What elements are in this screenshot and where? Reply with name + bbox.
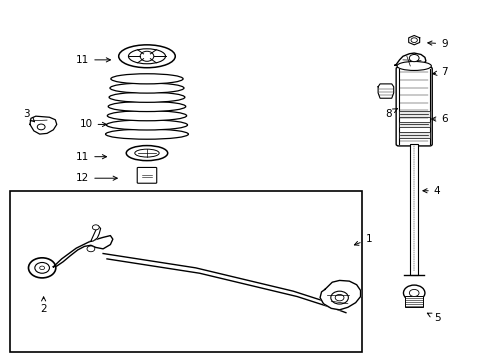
Polygon shape (90, 226, 101, 242)
Bar (398, 132, 429, 138)
Ellipse shape (107, 111, 186, 121)
FancyBboxPatch shape (395, 67, 431, 146)
Circle shape (87, 246, 95, 252)
Bar (10, 191, 361, 352)
Text: 9: 9 (427, 39, 447, 49)
Polygon shape (320, 280, 360, 310)
Ellipse shape (105, 129, 188, 139)
Ellipse shape (396, 62, 430, 71)
Circle shape (410, 38, 416, 42)
Ellipse shape (108, 102, 185, 112)
Ellipse shape (135, 149, 159, 157)
Text: 3: 3 (22, 109, 35, 122)
Ellipse shape (119, 45, 175, 68)
Circle shape (334, 294, 343, 301)
Ellipse shape (110, 83, 183, 93)
Text: 7: 7 (432, 67, 447, 77)
Ellipse shape (111, 74, 183, 84)
Polygon shape (377, 84, 393, 98)
Text: 11: 11 (76, 55, 110, 65)
Text: 10: 10 (80, 120, 106, 129)
Text: 8: 8 (384, 109, 396, 119)
Polygon shape (30, 116, 57, 134)
Circle shape (330, 291, 347, 304)
Polygon shape (53, 235, 113, 267)
Circle shape (92, 225, 99, 230)
Bar (405, 296, 422, 307)
Ellipse shape (109, 92, 184, 102)
Circle shape (408, 54, 418, 62)
Circle shape (408, 289, 418, 297)
Circle shape (140, 51, 154, 61)
Circle shape (28, 258, 56, 278)
Circle shape (35, 262, 49, 273)
Ellipse shape (126, 145, 167, 161)
FancyBboxPatch shape (137, 167, 157, 183)
Text: 12: 12 (76, 173, 117, 183)
Text: 6: 6 (431, 114, 447, 124)
Bar (409, 144, 417, 275)
Ellipse shape (106, 120, 187, 130)
Bar (398, 111, 429, 117)
Bar (398, 122, 429, 127)
Text: 4: 4 (422, 186, 440, 196)
Text: 5: 5 (427, 313, 440, 323)
Circle shape (40, 266, 44, 270)
Circle shape (37, 124, 45, 130)
Polygon shape (408, 36, 419, 45)
Polygon shape (394, 53, 425, 68)
Ellipse shape (128, 49, 165, 64)
Text: 11: 11 (76, 152, 106, 162)
Circle shape (403, 285, 424, 301)
Text: 2: 2 (40, 297, 47, 314)
Text: 1: 1 (354, 234, 371, 245)
